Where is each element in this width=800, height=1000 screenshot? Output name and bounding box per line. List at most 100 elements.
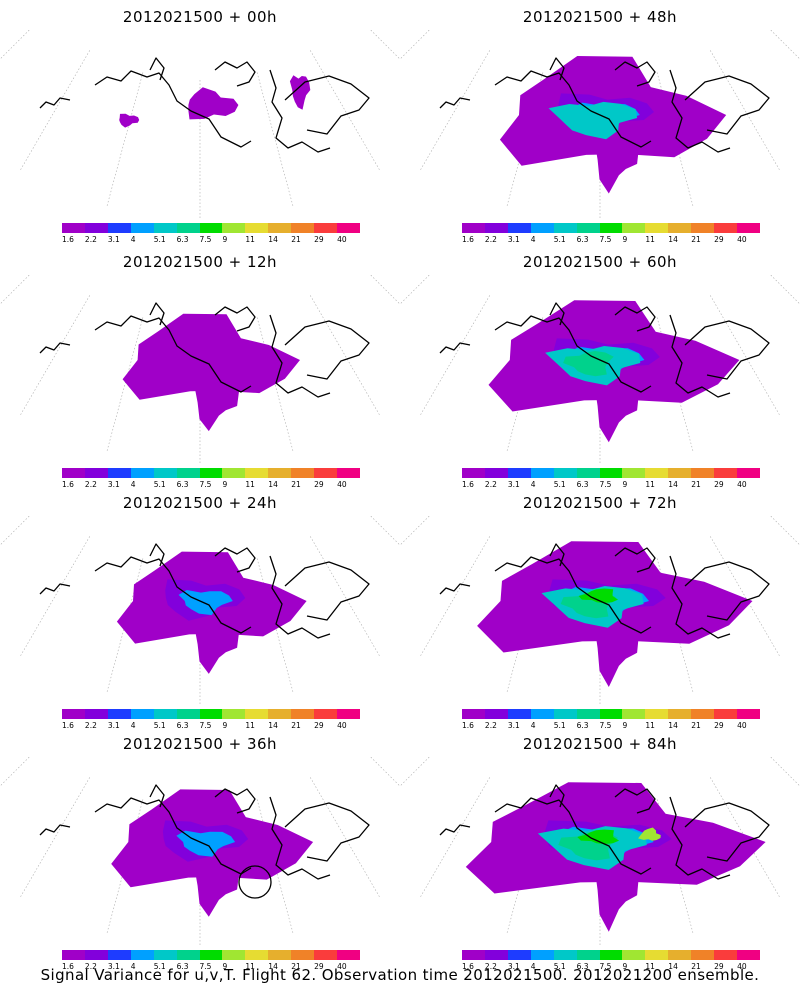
- colorbar-tick-label: 29: [714, 235, 724, 244]
- colorbar-ticks: 1.6 2.2 3.1 4 5.1 6.3 7.5 9 11 14 21 29 40: [462, 480, 760, 490]
- panel-title: 2012021500 + 48h: [522, 8, 678, 26]
- colorbar-tick-label: 3.1: [107, 721, 120, 730]
- colorbar-swatch: [462, 468, 485, 478]
- coastline: [39, 543, 370, 639]
- colorbar-swatch: [62, 950, 85, 960]
- colorbar-tick-label: 40: [737, 962, 747, 971]
- colorbar-tick-label: 21: [691, 962, 701, 971]
- colorbar-swatch: [668, 468, 692, 478]
- colorbar-tick-label: 40: [337, 962, 347, 971]
- colorbar-tick-label: 7.5: [599, 480, 612, 489]
- colorbar-swatch: [714, 468, 738, 478]
- colorbar-tick-label: 9: [622, 962, 628, 971]
- colorbar-swatch: [576, 223, 600, 233]
- colorbar: [62, 950, 360, 960]
- colorbar-tick-label: 21: [691, 480, 701, 489]
- figure-caption: Signal Variance for u,v,T. Flight 62. Ob…: [40, 966, 760, 984]
- colorbar-tick-label: 2.2: [84, 480, 97, 489]
- colorbar-tick-label: 40: [337, 721, 347, 730]
- colorbar-tick-label: 14: [668, 480, 678, 489]
- colorbar-tick-label: 11: [245, 721, 255, 730]
- colorbar-swatch: [691, 223, 715, 233]
- colorbar-tick-label: 40: [737, 721, 747, 730]
- colorbar-tick-label: 11: [645, 235, 655, 244]
- colorbar-swatch: [576, 709, 600, 719]
- colorbar-tick-label: 11: [245, 480, 255, 489]
- colorbar-swatch: [130, 468, 154, 478]
- colorbar-tick-label: 6.3: [176, 235, 189, 244]
- colorbar-tick-label: 1.6: [62, 721, 74, 730]
- colorbar-tick-label: 5.1: [553, 962, 566, 971]
- colorbar-tick-label: 14: [268, 480, 278, 489]
- colorbar-swatch: [107, 709, 131, 719]
- colorbar-tick-label: 4: [530, 480, 536, 489]
- colorbar-swatch: [507, 223, 531, 233]
- colorbar-swatch: [176, 709, 200, 719]
- colorbar-tick-label: 14: [668, 235, 678, 244]
- colorbar-tick-label: 14: [268, 235, 278, 244]
- colorbar-tick-label: 6.3: [176, 480, 189, 489]
- colorbar-swatch: [462, 950, 485, 960]
- colorbar-swatch: [553, 468, 577, 478]
- colorbar-ticks: 1.6 2.2 3.1 4 5.1 6.3 7.5 9 11 14 21 29 40: [62, 721, 360, 731]
- colorbar-swatch: [599, 709, 623, 719]
- colorbar-ticks: 1.6 2.2 3.1 4 5.1 6.3 7.5 9 11 14 21 29 40: [462, 235, 760, 245]
- colorbar-swatch: [599, 223, 623, 233]
- colorbar-swatch: [645, 468, 669, 478]
- colorbar-swatch: [314, 950, 338, 960]
- colorbar-swatch: [291, 223, 315, 233]
- colorbar-tick-label: 6.3: [176, 962, 189, 971]
- colorbar: [462, 468, 760, 478]
- colorbar-tick-label: 6.3: [176, 721, 189, 730]
- colorbar-swatch: [222, 468, 246, 478]
- colorbar-tick-label: 6.3: [576, 235, 589, 244]
- colorbar-swatch: [291, 950, 315, 960]
- colorbar-tick-label: 2.2: [484, 235, 497, 244]
- colorbar-swatch: [507, 468, 531, 478]
- colorbar-tick-label: 2.2: [484, 480, 497, 489]
- colorbar-tick-label: 1.6: [462, 480, 474, 489]
- colorbar-swatch: [691, 709, 715, 719]
- colorbar-tick-label: 7.5: [199, 235, 212, 244]
- colorbar-swatch: [314, 709, 338, 719]
- colorbar-tick-label: 1.6: [62, 962, 74, 971]
- colorbar-tick-label: 14: [268, 721, 278, 730]
- colorbar-swatch: [645, 223, 669, 233]
- variance-shading: [477, 541, 753, 687]
- colorbar-swatch: [553, 709, 577, 719]
- variance-map: [400, 757, 800, 947]
- colorbar-swatch: [622, 468, 646, 478]
- colorbar-tick-label: 4: [530, 721, 536, 730]
- variance-map: [400, 516, 800, 706]
- colorbar-tick-label: 9: [222, 962, 228, 971]
- colorbar-swatch: [645, 709, 669, 719]
- colorbar-tick-label: 3.1: [507, 721, 520, 730]
- colorbar-tick-label: 5.1: [553, 235, 566, 244]
- colorbar-swatch: [737, 950, 760, 960]
- colorbar-swatch: [153, 950, 177, 960]
- colorbar-tick-label: 29: [714, 721, 724, 730]
- colorbar-swatch: [107, 468, 131, 478]
- colorbar-tick-label: 2.2: [484, 962, 497, 971]
- colorbar-swatch: [84, 709, 108, 719]
- colorbar-tick-label: 29: [714, 480, 724, 489]
- colorbar-swatch: [62, 709, 85, 719]
- colorbar-swatch: [245, 468, 269, 478]
- colorbar-ticks: 1.6 2.2 3.1 4 5.1 6.3 7.5 9 11 14 21 29 40: [62, 962, 360, 972]
- colorbar-tick-label: 2.2: [484, 721, 497, 730]
- colorbar-tick-label: 11: [245, 235, 255, 244]
- colorbar-swatch: [714, 709, 738, 719]
- colorbar-tick-label: 14: [668, 721, 678, 730]
- variance-shading: [116, 551, 307, 674]
- colorbar-tick-label: 9: [222, 235, 228, 244]
- colorbar-tick-label: 40: [337, 235, 347, 244]
- map-panel: 2012021500 + 60h 1.6 2.2 3.1 4 5.1 6.3 7.5 9 11 14…: [400, 245, 800, 490]
- colorbar-tick-label: 7.5: [599, 962, 612, 971]
- coastline: [439, 543, 770, 639]
- panel-title: 2012021500 + 24h: [122, 494, 278, 512]
- colorbar-swatch: [484, 950, 508, 960]
- colorbar-tick-label: 5.1: [553, 480, 566, 489]
- colorbar-swatch: [314, 468, 338, 478]
- colorbar-swatch: [130, 950, 154, 960]
- panel-title: 2012021500 + 72h: [522, 494, 678, 512]
